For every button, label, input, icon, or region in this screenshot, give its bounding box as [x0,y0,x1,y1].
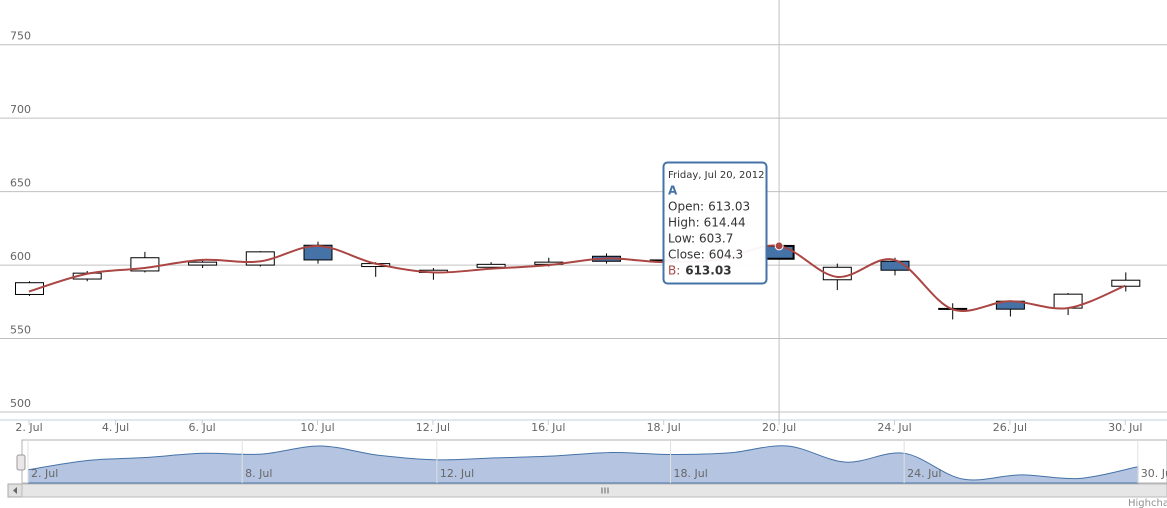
x-tick-label: 2. Jul [15,421,42,434]
x-tick-label: 4. Jul [102,421,129,434]
tooltip-label: Low: [668,232,695,246]
x-tick-label: 18. Jul [647,421,681,434]
y-tick-label: 750 [10,30,31,43]
candle-body [1111,279,1141,287]
x-tick-label: 16. Jul [531,421,565,434]
tooltip-label: Close: [668,248,705,262]
navigator-area [27,445,1139,484]
tooltip: Friday, Jul 20, 2012 A Open: 613.03 High: 614… [662,161,768,285]
tooltip-label: High: [668,216,700,230]
line-series [28,244,1126,312]
x-tick-label: 6. Jul [188,421,215,434]
tooltip-value: 614.44 [704,216,746,230]
y-tick-label: 700 [10,103,31,116]
scrollbar-thumb[interactable] [21,483,1167,498]
y-tick-label: 600 [10,250,31,263]
navigator-tick-label: 8. Jul [245,467,272,480]
x-tick-label: 24. Jul [877,421,911,434]
x-tick-label: 26. Jul [993,421,1027,434]
tooltip-box [662,161,768,285]
y-tick-label: 500 [10,397,31,410]
x-tick-label: 12. Jul [416,421,450,434]
tooltip-label: Open: [668,200,704,214]
tooltip-separator: : [676,264,680,278]
scrollbar-arrow [13,487,17,494]
candle-body [15,282,44,295]
navigator-tick-label: 30. Jul [1141,467,1167,480]
navigator-tick-label: 2. Jul [31,467,58,480]
x-tick-label: 30. Jul [1108,421,1142,434]
y-tick-label: 650 [10,177,31,190]
tooltip-series-name: A [668,184,678,198]
hover-marker [774,241,784,251]
candle-body [188,261,218,266]
tooltip-value: 613.03 [708,200,750,214]
tooltip-series-name: B [668,264,676,278]
candle-body [476,263,506,268]
tooltip-value: 603.7 [699,232,733,246]
y-tick-label: 550 [10,324,31,337]
x-tick-label: 10. Jul [300,421,334,434]
tooltip-value: 613.03 [685,264,731,278]
navigator-handle[interactable] [16,454,26,471]
x-tick-label: 20. Jul [762,421,796,434]
navigator-tick-label: 24. Jul [907,467,941,480]
tooltip-header: Friday, Jul 20, 2012 [668,170,764,181]
credits: Highcha [1128,498,1167,508]
navigator-tick-label: 18. Jul [674,467,708,480]
tooltip-value: 604.3 [709,248,743,262]
candle-body [880,260,910,271]
navigator-tick-label: 12. Jul [440,467,474,480]
scrollbar-grip [601,487,609,494]
